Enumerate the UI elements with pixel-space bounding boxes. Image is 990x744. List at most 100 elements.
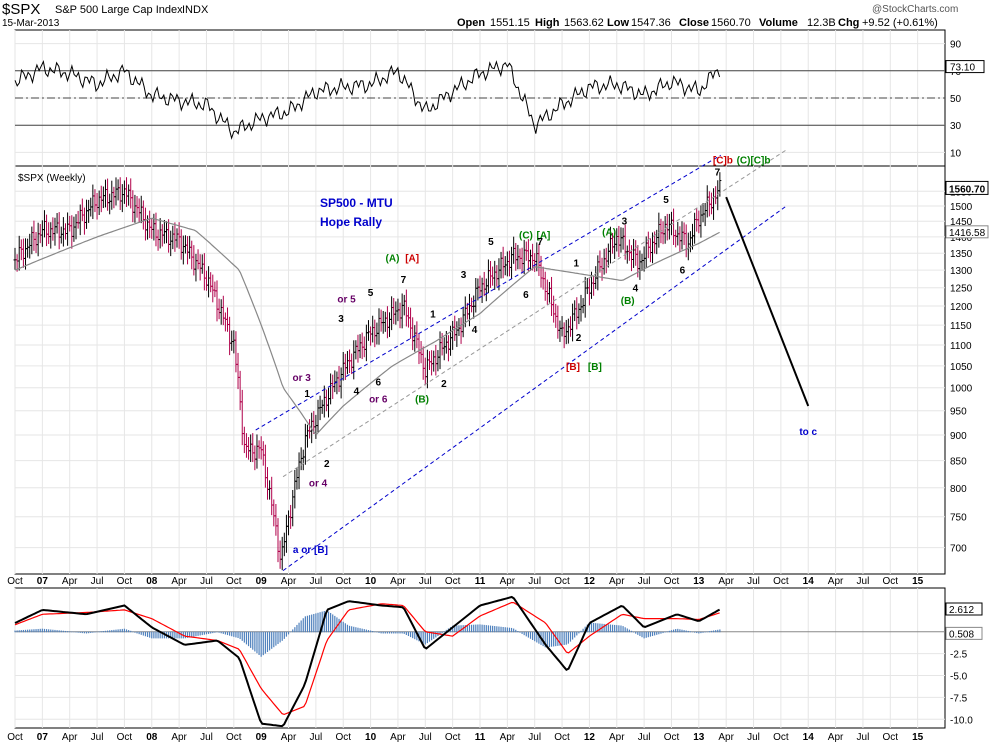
macd-histogram-bar [287, 631, 290, 635]
signal-current-label: 0.508 [949, 629, 974, 640]
wave-label: 6 [680, 266, 686, 277]
macd-histogram-bar [149, 631, 151, 638]
macd-histogram-bar [620, 625, 622, 633]
macd-histogram-bar [628, 629, 630, 633]
forecast-line [725, 196, 810, 407]
macd-histogram-bar [401, 631, 403, 634]
macd-histogram-bar [327, 611, 330, 633]
macd-histogram-bar [519, 631, 521, 633]
macd-histogram-bar [687, 630, 689, 633]
macd-histogram-bar [580, 630, 582, 633]
macd-series [14, 595, 945, 728]
macd-histogram-bar [386, 631, 389, 634]
macd-histogram-bar [407, 631, 410, 637]
macd-histogram-bar [31, 629, 33, 633]
wave-annotations: (A) [A] (C) [A] (A) [C]b (C)[C]b or 5 or 3 or 6 or… [292, 155, 817, 556]
macd-histogram-bar [662, 631, 664, 634]
macd-histogram-bar [622, 626, 624, 633]
macd-histogram-bar [452, 625, 454, 633]
wave-label: 2 [441, 379, 447, 390]
macd-histogram-bar [666, 631, 668, 633]
macd-histogram-bar [584, 626, 586, 633]
macd-histogram-bar [239, 631, 241, 640]
macd-histogram-bar [616, 625, 618, 633]
macd-histogram-bar [637, 631, 639, 635]
wave-label: or 5 [337, 294, 356, 305]
wave-label: 2 [324, 459, 330, 470]
macd-histogram-bar [624, 627, 626, 633]
macd-histogram-bar [433, 631, 435, 639]
macd-histogram-bar [14, 630, 16, 633]
macd-histogram-bar [609, 624, 612, 633]
macd-histogram-bar [146, 631, 149, 637]
close-label: Close [679, 17, 709, 29]
macd-histogram-bar [247, 631, 250, 647]
macd-histogram-bar [153, 631, 155, 639]
price-tick-label: 1200 [950, 302, 973, 313]
macd-histogram-bar [88, 631, 90, 634]
macd-histogram-bar [632, 631, 635, 633]
time-tick-label: 11 [475, 732, 486, 743]
macd-histogram-bar [675, 629, 677, 633]
macd-histogram-bar [109, 630, 111, 633]
wave-label: (A) [386, 254, 400, 265]
macd-histogram-bar [20, 630, 22, 633]
macd-histogram-bar [588, 622, 591, 633]
macd-histogram-bar [532, 631, 534, 641]
time-tick-label: 10 [365, 732, 377, 743]
macd-histogram-bar [159, 631, 161, 639]
macd-histogram-bar [372, 630, 374, 633]
macd-histogram-bar [546, 631, 548, 648]
macd-histogram-bar [254, 631, 256, 652]
macd-histogram-bar [113, 629, 115, 633]
macd-histogram-bar [235, 631, 237, 638]
rsi-tick-label: 30 [950, 121, 962, 132]
macd-histogram-bar [651, 631, 654, 637]
macd-histogram-bar [712, 630, 715, 633]
macd-histogram-bar [479, 624, 481, 633]
macd-histogram-bar [559, 631, 561, 646]
macd-histogram-bar [654, 631, 656, 636]
macd-histogram-bar [567, 631, 569, 644]
macd-histogram-bar [456, 625, 458, 633]
macd-histogram-bar [618, 625, 620, 633]
macd-histogram-bar [348, 625, 351, 633]
macd-histogram-bar [332, 614, 334, 633]
macd-histogram-bar [292, 629, 294, 633]
macd-histogram-bar [300, 620, 302, 633]
macd-histogram-bar [409, 631, 412, 638]
macd-histogram-bar [428, 631, 431, 642]
macd-histogram-bar [630, 630, 633, 633]
macd-histogram-bar [595, 623, 597, 633]
time-tick-label: 14 [803, 576, 815, 587]
macd-histogram-bar [231, 631, 233, 637]
macd-histogram-bar [138, 631, 140, 635]
wave-label: 1 [304, 389, 310, 400]
macd-histogram-bar [590, 622, 593, 633]
macd-histogram-bar [144, 631, 147, 637]
price-current-label: 1560.70 [949, 184, 986, 195]
macd-histogram-bar [50, 629, 52, 633]
macd-histogram-bar [106, 630, 109, 633]
macd-histogram-bar [271, 631, 273, 649]
high-value: 1563.62 [564, 17, 604, 29]
time-tick-label: Jul [528, 576, 541, 587]
time-tick-label: Apr [500, 732, 516, 743]
macd-histogram-bar [529, 631, 532, 639]
macd-histogram-bar [664, 631, 666, 633]
macd-histogram-bar [513, 628, 515, 633]
price-tick-label: 900 [950, 431, 967, 442]
wave-label: 2 [576, 333, 582, 344]
time-tick-label: Apr [718, 576, 734, 587]
macd-histogram-bar [214, 631, 216, 633]
wave-label: (B) [621, 296, 635, 307]
rsi-line [14, 60, 721, 140]
macd-histogram-bar [161, 631, 163, 639]
macd-tick-label: -5.0 [950, 672, 968, 683]
macd-histogram-bar [157, 631, 159, 639]
time-tick-label: 15 [912, 576, 924, 587]
wave-label: 5 [488, 237, 494, 248]
macd-histogram-bar [696, 631, 698, 634]
macd-histogram-bar [376, 631, 378, 633]
volume-label: Volume [759, 17, 798, 29]
